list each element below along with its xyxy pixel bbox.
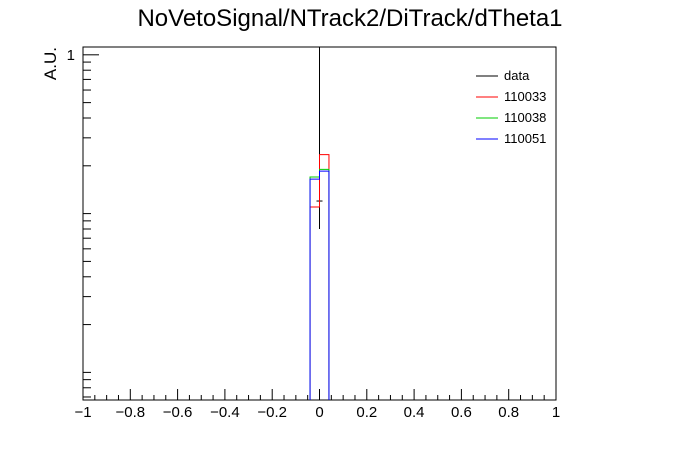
series-110033 [309, 154, 330, 400]
legend-label: 110033 [504, 89, 546, 104]
x-tick-label: 0.4 [404, 404, 425, 421]
legend-label: 110038 [504, 110, 546, 125]
legend: data 110033 110038 110051 [476, 68, 546, 146]
series-group [309, 47, 330, 400]
x-tick-label: −0.6 [163, 404, 193, 421]
y-axis-label: A.U. [41, 47, 60, 80]
x-axis: −1 −0.8 −0.6 −0.4 −0.2 0 0.2 0.4 0.6 0.8 1 [74, 389, 560, 421]
y-axis: 1 [67, 47, 99, 398]
series-110051 [309, 170, 330, 400]
chart-title: NoVetoSignal/NTrack2/DiTrack/dTheta1 [137, 5, 562, 32]
legend-label: data [504, 68, 530, 83]
x-tick-label: 0 [315, 404, 323, 421]
x-tick-label: 1 [552, 404, 560, 421]
legend-label: 110051 [504, 131, 546, 146]
x-tick-label: −1 [74, 404, 91, 421]
x-tick-label: −0.8 [115, 404, 145, 421]
x-tick-label: 0.6 [451, 404, 472, 421]
x-tick-label: −0.4 [210, 404, 240, 421]
x-tick-label: 0.8 [498, 404, 519, 421]
x-tick-label: −0.2 [257, 404, 287, 421]
x-tick-label: 0.2 [356, 404, 377, 421]
y-tick-label: 1 [67, 47, 75, 64]
